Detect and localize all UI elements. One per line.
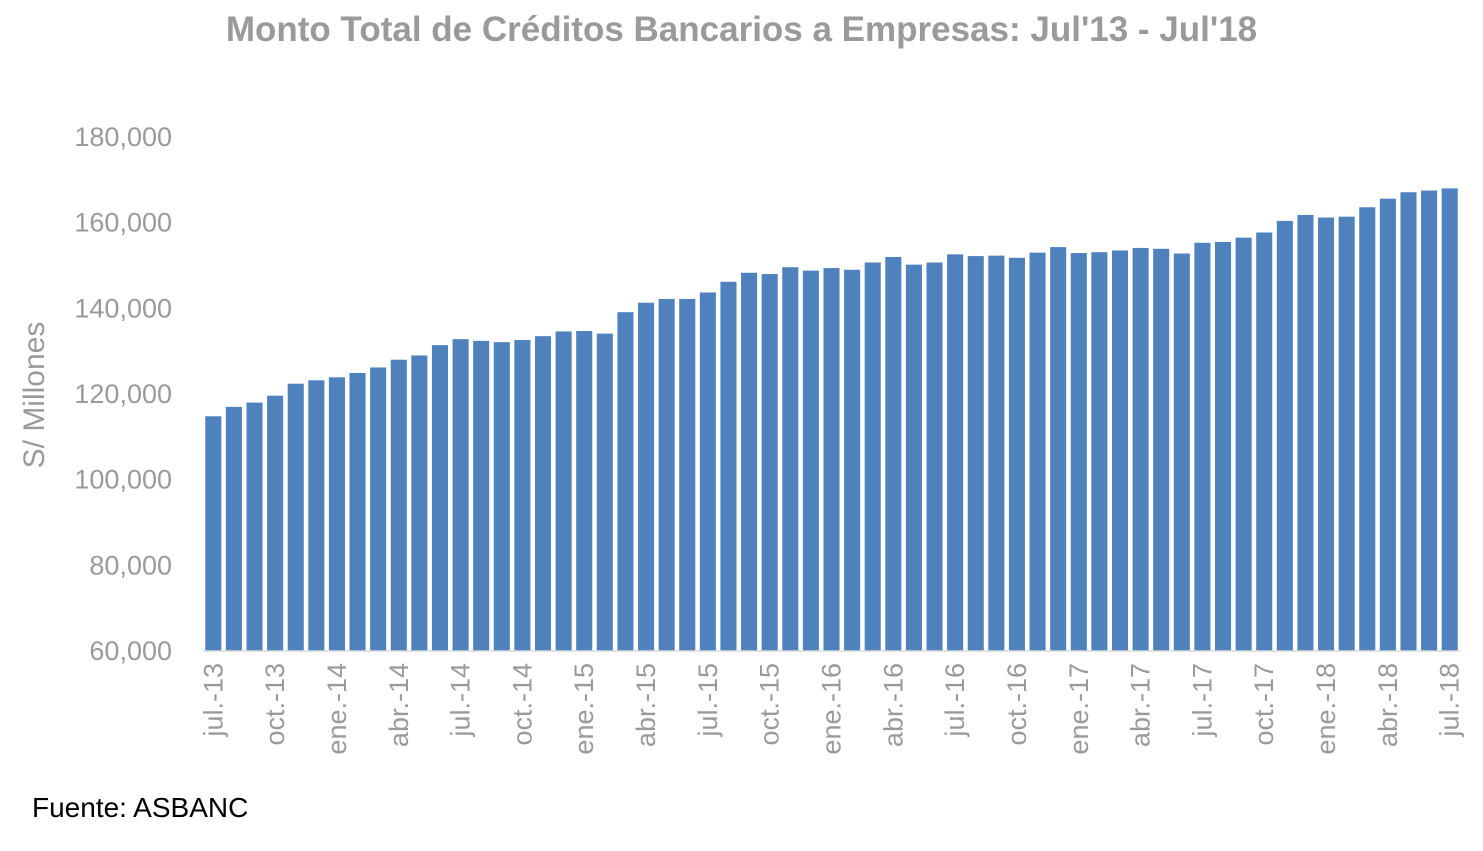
bar — [885, 256, 902, 651]
bar — [411, 355, 428, 651]
x-tick-label: jul.-18 — [1435, 663, 1465, 738]
bar — [328, 377, 345, 651]
x-tick-label: abr.-17 — [1126, 663, 1156, 747]
y-tick-label: 160,000 — [74, 208, 172, 238]
bar — [1214, 241, 1232, 651]
bar — [1421, 190, 1438, 652]
bar — [1194, 242, 1211, 652]
x-tick-label: ene.-14 — [322, 663, 352, 755]
x-tick-label: ene.-16 — [817, 663, 847, 755]
bars — [205, 188, 1458, 652]
x-tick-label: oct.-13 — [260, 663, 290, 746]
bar — [617, 312, 634, 651]
bar — [699, 292, 716, 651]
x-tick-label: ene.-17 — [1064, 663, 1094, 755]
bar — [1235, 237, 1252, 651]
bar — [596, 333, 613, 651]
bar — [370, 367, 387, 651]
x-tick-label: abr.-14 — [384, 663, 414, 747]
y-axis-label: S/ Millones — [18, 322, 51, 469]
bar — [761, 274, 778, 651]
bar — [308, 380, 325, 651]
bar — [802, 270, 819, 651]
y-tick-label: 180,000 — [74, 122, 172, 152]
bar — [349, 373, 366, 651]
bar — [1132, 247, 1149, 651]
source-note: Fuente: ASBANC — [32, 792, 249, 823]
x-tick-label: oct.-17 — [1249, 663, 1279, 746]
bar — [926, 262, 943, 651]
y-tick-label: 100,000 — [74, 465, 172, 495]
y-axis-ticks: 60,000 80,000 100,000 120,000 140,000 160,000… — [74, 122, 172, 666]
bar — [1359, 207, 1376, 651]
bar — [390, 359, 407, 651]
bar — [205, 416, 222, 651]
bar — [823, 268, 840, 651]
bar — [514, 340, 531, 651]
bar — [1153, 248, 1170, 652]
x-tick-label: jul.-16 — [940, 663, 970, 738]
chart-title: Monto Total de Créditos Bancarios a Empr… — [225, 10, 1258, 49]
bar — [473, 340, 490, 651]
bar — [452, 339, 469, 651]
bar — [1091, 252, 1108, 651]
bar — [988, 255, 1005, 651]
bar — [576, 331, 593, 651]
y-tick-label: 80,000 — [89, 550, 172, 580]
x-axis-ticks: jul.-13 oct.-13 ene.-14 abr.-14 jul.-14 oct.-… — [198, 663, 1464, 755]
bar — [1070, 253, 1087, 651]
bar — [1318, 217, 1335, 651]
y-tick-label: 120,000 — [74, 379, 172, 409]
bar — [967, 256, 984, 651]
bar — [679, 298, 696, 651]
bar — [638, 302, 655, 651]
x-tick-label: jul.-13 — [198, 663, 228, 738]
x-tick-label: jul.-15 — [693, 663, 723, 738]
y-tick-label: 140,000 — [74, 293, 172, 323]
bar — [741, 272, 758, 651]
bar — [493, 342, 510, 651]
bar — [246, 402, 263, 651]
bar — [1050, 247, 1067, 651]
x-tick-label: ene.-15 — [569, 663, 599, 755]
bar — [555, 331, 572, 651]
bar — [225, 406, 242, 651]
x-tick-label: oct.-16 — [1002, 663, 1032, 746]
bar — [287, 383, 304, 651]
x-tick-label: jul.-14 — [446, 663, 476, 738]
bar — [534, 336, 552, 651]
x-tick-label: ene.-18 — [1311, 663, 1341, 755]
x-tick-label: abr.-15 — [631, 663, 661, 747]
bar — [658, 298, 675, 651]
bar — [782, 267, 799, 651]
x-tick-label: abr.-18 — [1373, 663, 1403, 747]
bar — [1379, 198, 1396, 651]
x-tick-label: abr.-16 — [878, 663, 908, 747]
bar — [1441, 188, 1458, 651]
x-tick-label: jul.-17 — [1187, 663, 1217, 738]
x-tick-label: oct.-14 — [507, 663, 537, 746]
bar — [1256, 232, 1273, 651]
bar — [864, 262, 881, 651]
bar — [431, 345, 449, 651]
bar — [267, 395, 284, 651]
bar — [1173, 253, 1190, 651]
bar — [1338, 216, 1355, 652]
bar — [844, 269, 861, 651]
x-tick-label: oct.-15 — [755, 663, 785, 746]
bar — [720, 281, 737, 651]
bar — [1008, 257, 1025, 651]
bar — [905, 264, 922, 651]
bar — [1111, 250, 1129, 651]
bar — [1400, 192, 1417, 651]
bar — [1029, 252, 1046, 651]
bar — [1297, 214, 1314, 651]
bar — [947, 254, 964, 652]
bar — [1276, 220, 1293, 651]
y-tick-label: 60,000 — [89, 636, 172, 666]
